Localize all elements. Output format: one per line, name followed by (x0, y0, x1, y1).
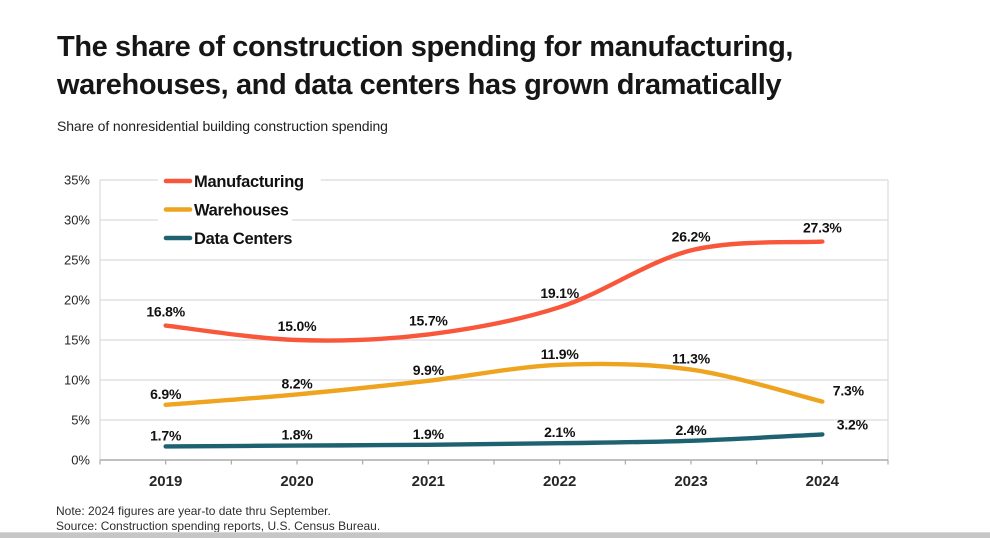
data-label: 15.0% (278, 318, 317, 334)
footnote: Note: 2024 figures are year-to date thru… (56, 504, 331, 518)
legend-label: Data Centers (194, 230, 292, 248)
data-label: 9.9% (413, 362, 445, 378)
data-label: 26.2% (672, 228, 711, 244)
page-title-line-1: The share of construction spending for m… (57, 31, 794, 63)
data-label: 19.1% (540, 285, 579, 301)
legend-item-bg (158, 226, 312, 250)
data-label: 2.1% (544, 424, 576, 440)
window-edge-bar (0, 532, 990, 538)
data-label: 7.3% (833, 383, 865, 399)
x-axis-label: 2022 (543, 473, 576, 490)
data-label: 27.3% (803, 220, 842, 236)
x-axis-label: 2020 (280, 473, 313, 490)
chart-subtitle: Share of nonresidential building constru… (57, 118, 388, 134)
y-axis-label: 35% (64, 173, 90, 188)
data-label: 16.8% (146, 304, 185, 320)
legend-label: Warehouses (194, 202, 289, 220)
page-title: The share of construction spending for m… (57, 28, 937, 104)
data-label: 2.4% (675, 422, 707, 438)
legend-item-bg (158, 198, 292, 221)
y-axis-label: 30% (64, 213, 90, 228)
legend-item-bg (158, 169, 321, 193)
series-line-warehouses (163, 361, 825, 407)
data-label: 15.7% (409, 312, 448, 328)
data-label: 6.9% (150, 386, 182, 402)
y-axis-label: 20% (64, 293, 90, 308)
data-label: 1.9% (413, 426, 445, 442)
data-label: 1.7% (150, 427, 182, 443)
y-axis-label: 25% (64, 253, 90, 268)
source-credit: Source: Construction spending reports, U… (56, 519, 381, 533)
data-label: 1.8% (281, 427, 313, 443)
y-axis-label: 10% (64, 373, 90, 388)
legend-label: Manufacturing (194, 173, 304, 191)
x-axis-label: 2021 (412, 473, 445, 490)
x-axis-label: 2023 (674, 473, 707, 490)
y-axis-label: 15% (64, 333, 90, 348)
y-axis-label: 5% (71, 413, 90, 428)
y-axis-label: 0% (71, 453, 90, 468)
x-axis-label: 2019 (149, 473, 182, 490)
chart-footnotes: Note: 2024 figures are year-to date thru… (56, 504, 756, 534)
data-label: 8.2% (281, 375, 313, 391)
page-title-line-2: warehouses, and data centers has grown d… (57, 69, 782, 101)
x-axis-label: 2024 (806, 473, 840, 490)
data-label: 11.3% (672, 351, 711, 367)
line-chart: 0% 5% 10% 15% 20% 25% 30% 35% 2019 2020 2021 2022 20… (64, 169, 889, 490)
series-line-manufacturing (163, 239, 825, 343)
series-line-data-centers (163, 432, 825, 449)
data-label: 11.9% (541, 346, 580, 362)
data-label: 3.2% (837, 416, 869, 432)
